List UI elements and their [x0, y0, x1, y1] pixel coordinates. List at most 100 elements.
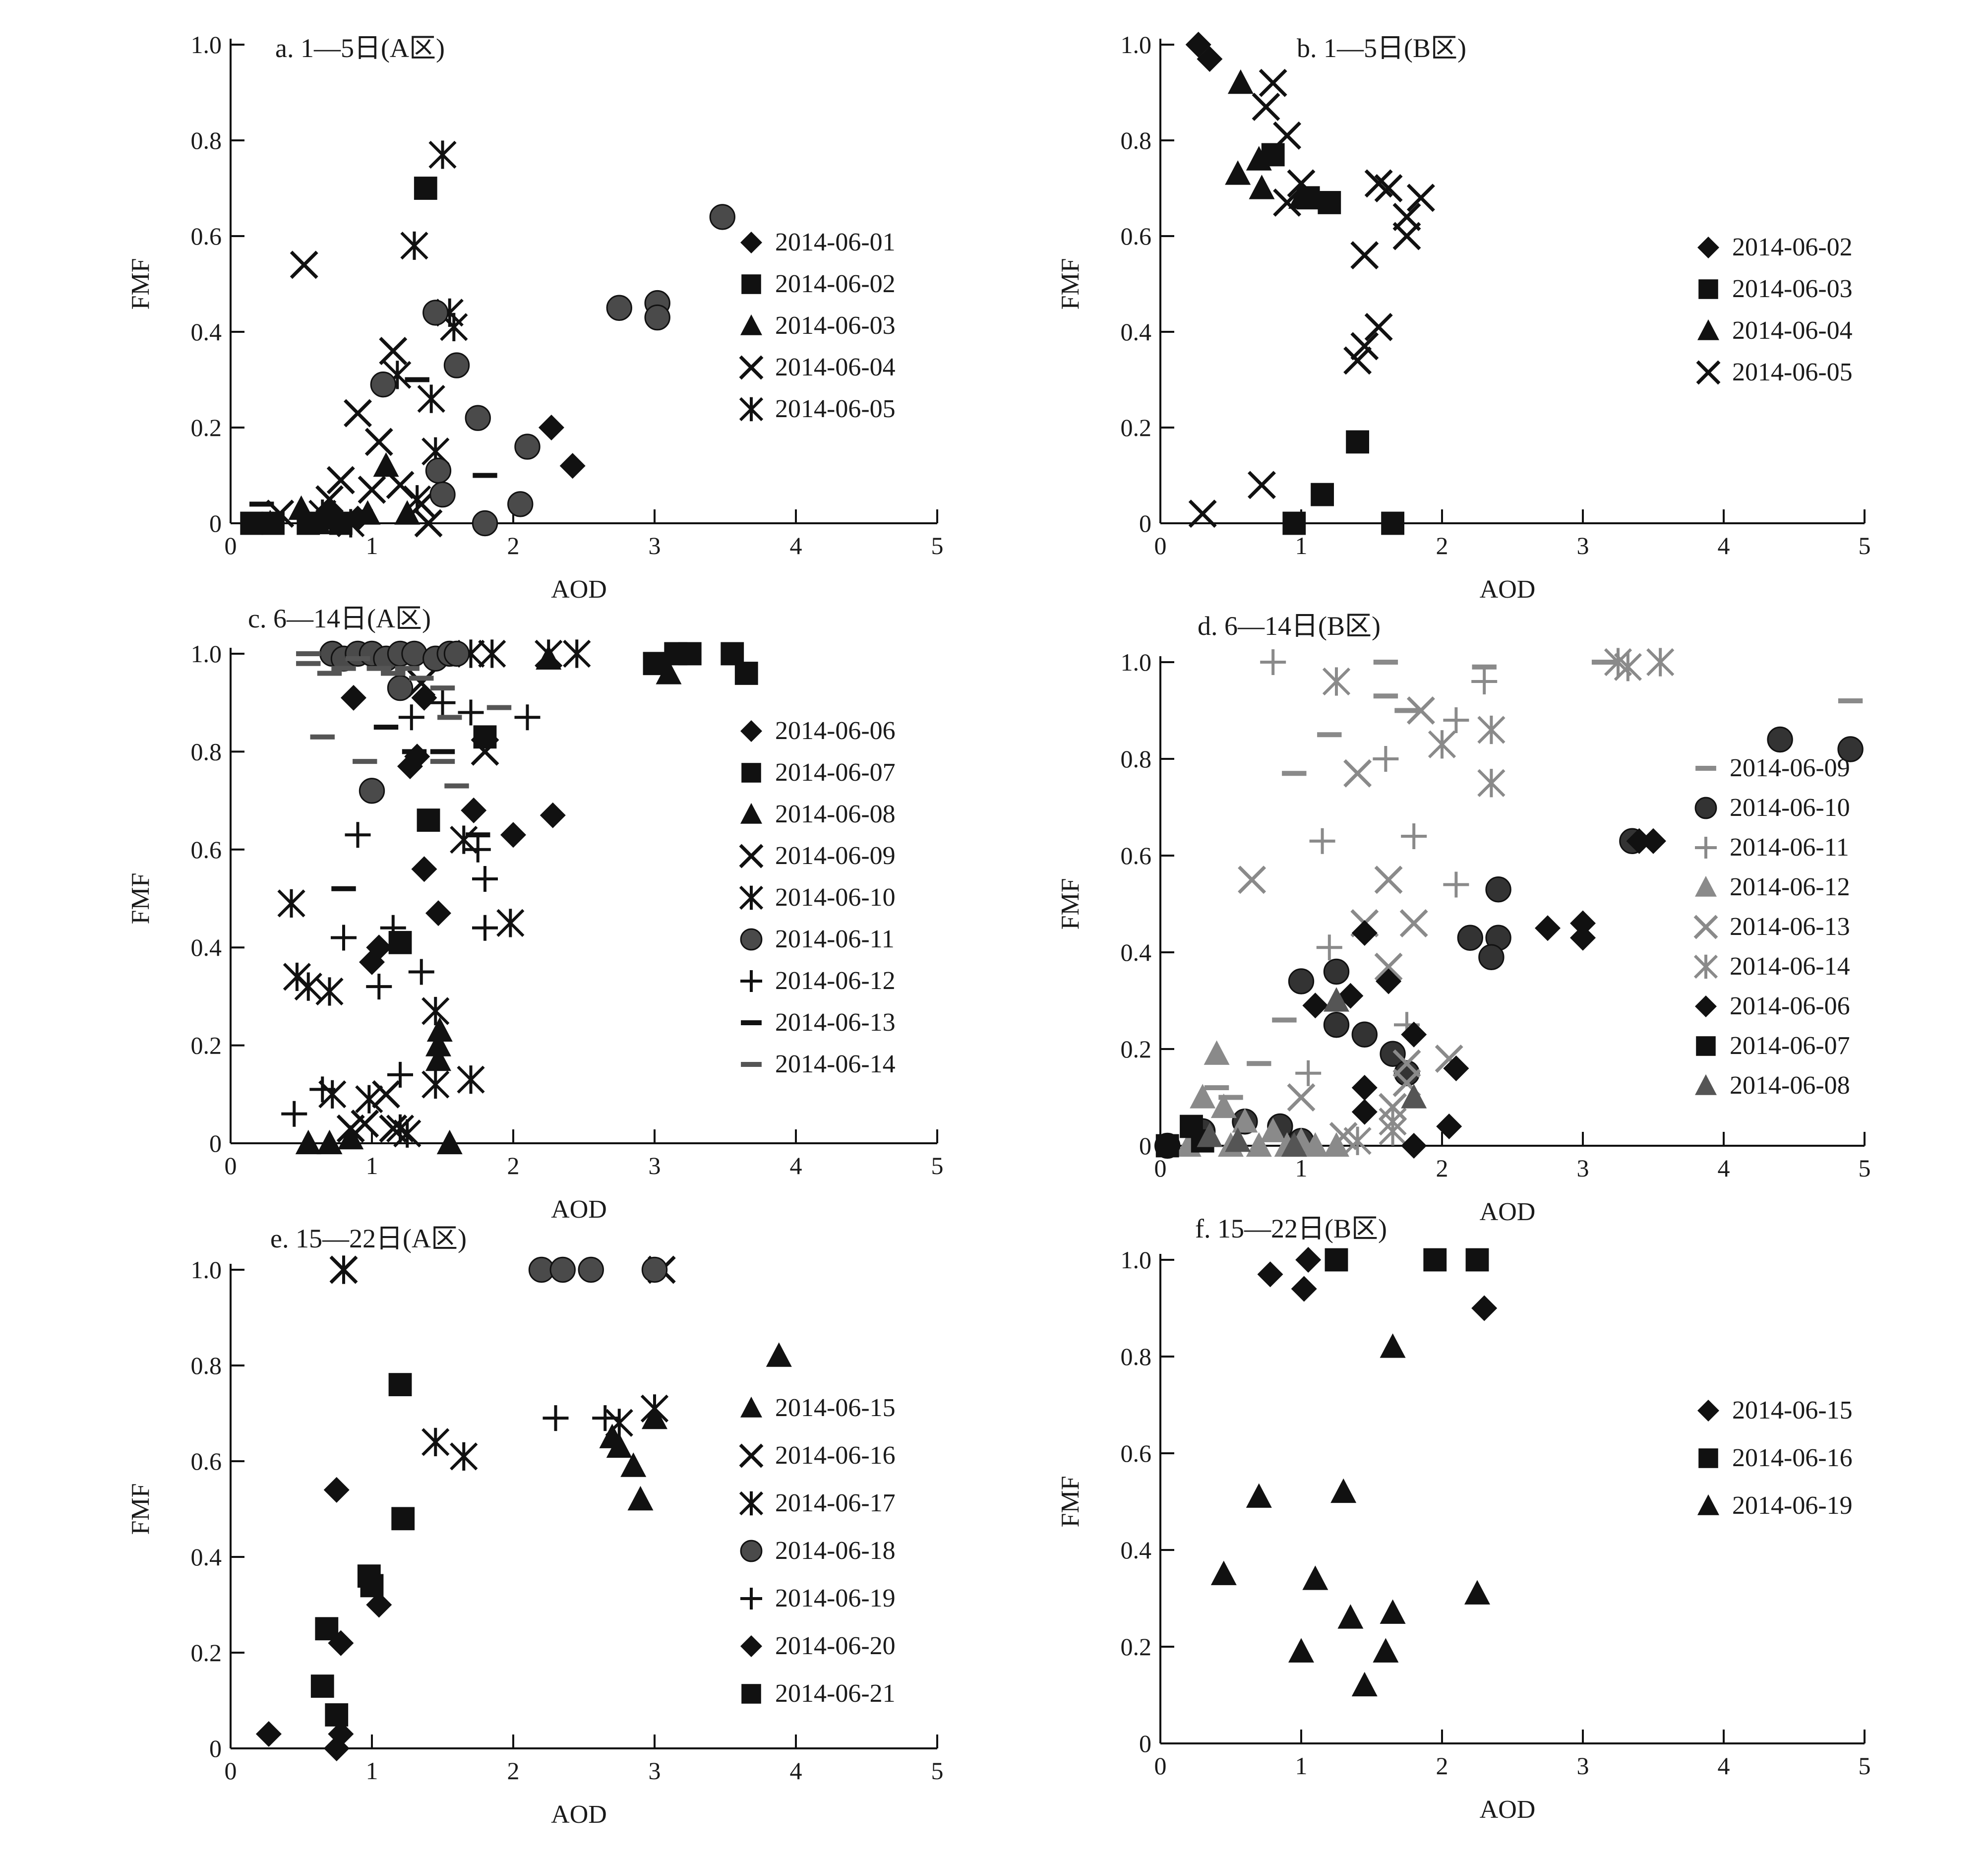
data-point: [1401, 823, 1427, 849]
data-point: [1477, 769, 1506, 798]
x-tick-label: 1: [1295, 1154, 1308, 1182]
data-point: [1393, 1060, 1420, 1086]
series-2014-06-18: [528, 1256, 668, 1283]
data-point: [1838, 698, 1863, 703]
data-point: [386, 1114, 415, 1143]
data-point: [1227, 69, 1254, 94]
legend-marker: [740, 1588, 762, 1610]
data-point: [1322, 667, 1351, 696]
data-point: [478, 639, 506, 668]
x-tick-label: 2: [1436, 1154, 1448, 1182]
legend-label: 2014-06-06: [1730, 992, 1850, 1020]
data-point: [373, 452, 399, 477]
data-point: [1443, 707, 1469, 733]
x-tick-label: 0: [1154, 532, 1167, 559]
series-2014-06-12: [281, 689, 541, 1127]
data-point: [643, 652, 666, 676]
data-point: [426, 1017, 453, 1042]
data-point: [486, 705, 512, 710]
series-2014-06-16: [329, 1255, 676, 1284]
data-point: [1767, 726, 1793, 753]
legend-label: 2014-06-02: [775, 270, 896, 298]
series-2014-06-06: [1302, 828, 1666, 1159]
y-tick-label: 0.8: [191, 1352, 222, 1379]
series-2014-06-10: [277, 639, 591, 1148]
data-point: [734, 662, 758, 685]
data-point: [1325, 1248, 1348, 1272]
series-2014-06-14: [296, 651, 512, 789]
data-point: [1570, 910, 1596, 936]
data-point: [1373, 746, 1399, 772]
y-tick-label: 0.2: [1121, 1633, 1152, 1661]
data-point: [373, 725, 399, 730]
y-axis-label: FMF: [1056, 878, 1084, 929]
legend-label: 2014-06-02: [1732, 233, 1853, 261]
y-tick-label: 0.4: [1121, 1536, 1152, 1564]
data-point: [1394, 708, 1419, 713]
legend-label: 2014-06-11: [1730, 833, 1849, 862]
y-tick-label: 0.4: [1121, 938, 1152, 966]
data-point: [1423, 1248, 1447, 1272]
data-point: [310, 1674, 334, 1698]
legend-marker: [1694, 797, 1717, 819]
series-2014-06-12: [1175, 1040, 1349, 1157]
legend-label: 2014-06-20: [775, 1632, 896, 1660]
data-point: [1471, 1295, 1498, 1321]
data-point: [1457, 925, 1484, 951]
data-point: [1309, 828, 1335, 854]
data-point: [1376, 968, 1402, 994]
x-tick-label: 1: [366, 1757, 378, 1785]
legend-marker: [1697, 1400, 1719, 1422]
data-point: [425, 1046, 451, 1071]
data-point: [1640, 828, 1666, 854]
data-point: [1477, 715, 1506, 744]
data-point: [1204, 1085, 1229, 1090]
data-point: [640, 1394, 669, 1423]
data-point: [1406, 696, 1435, 725]
data-point: [465, 836, 491, 863]
data-point: [422, 996, 450, 1026]
data-point: [1288, 184, 1314, 209]
panel-title: a. 1—5日(A区): [275, 33, 445, 63]
data-point: [472, 866, 498, 892]
legend-marker: [1698, 1448, 1718, 1468]
x-tick-label: 0: [225, 1757, 237, 1785]
data-point: [401, 640, 427, 667]
legend-marker: [1693, 915, 1718, 939]
x-tick-label: 3: [649, 1757, 661, 1785]
y-tick-label: 0: [1139, 1730, 1151, 1757]
data-point: [388, 1373, 412, 1396]
data-point: [408, 959, 434, 985]
data-point: [466, 832, 490, 838]
series-2014-06-15: [599, 1342, 792, 1511]
data-point: [538, 415, 564, 440]
x-tick-label: 3: [1577, 532, 1589, 559]
y-tick-label: 0.8: [1121, 126, 1152, 154]
data-point: [1351, 1099, 1378, 1125]
data-point: [1381, 511, 1404, 535]
data-point: [290, 250, 318, 279]
x-tick-label: 5: [1859, 532, 1871, 559]
x-tick-label: 5: [1859, 1752, 1871, 1780]
data-point: [1337, 1604, 1364, 1629]
data-point: [338, 1124, 364, 1150]
data-point: [443, 352, 470, 378]
data-point: [1197, 1122, 1223, 1147]
data-point: [678, 642, 702, 666]
data-point: [1343, 759, 1372, 788]
data-point: [1257, 1261, 1283, 1288]
legend-label: 2014-06-10: [775, 883, 896, 912]
data-point: [315, 485, 344, 514]
data-point: [407, 669, 436, 697]
legend-label: 2014-06-15: [775, 1394, 896, 1422]
y-tick-label: 1.0: [1121, 648, 1152, 676]
y-tick-label: 0.2: [1121, 1035, 1152, 1063]
x-tick-label: 5: [931, 532, 944, 559]
y-axis-label: FMF: [126, 872, 155, 924]
legend-marker: [741, 1020, 762, 1025]
legend-label: 2014-06-16: [1732, 1444, 1853, 1472]
data-point: [1155, 1134, 1179, 1158]
y-tick-label: 0: [209, 1129, 222, 1157]
data-point: [1246, 146, 1272, 171]
data-point: [414, 177, 437, 200]
